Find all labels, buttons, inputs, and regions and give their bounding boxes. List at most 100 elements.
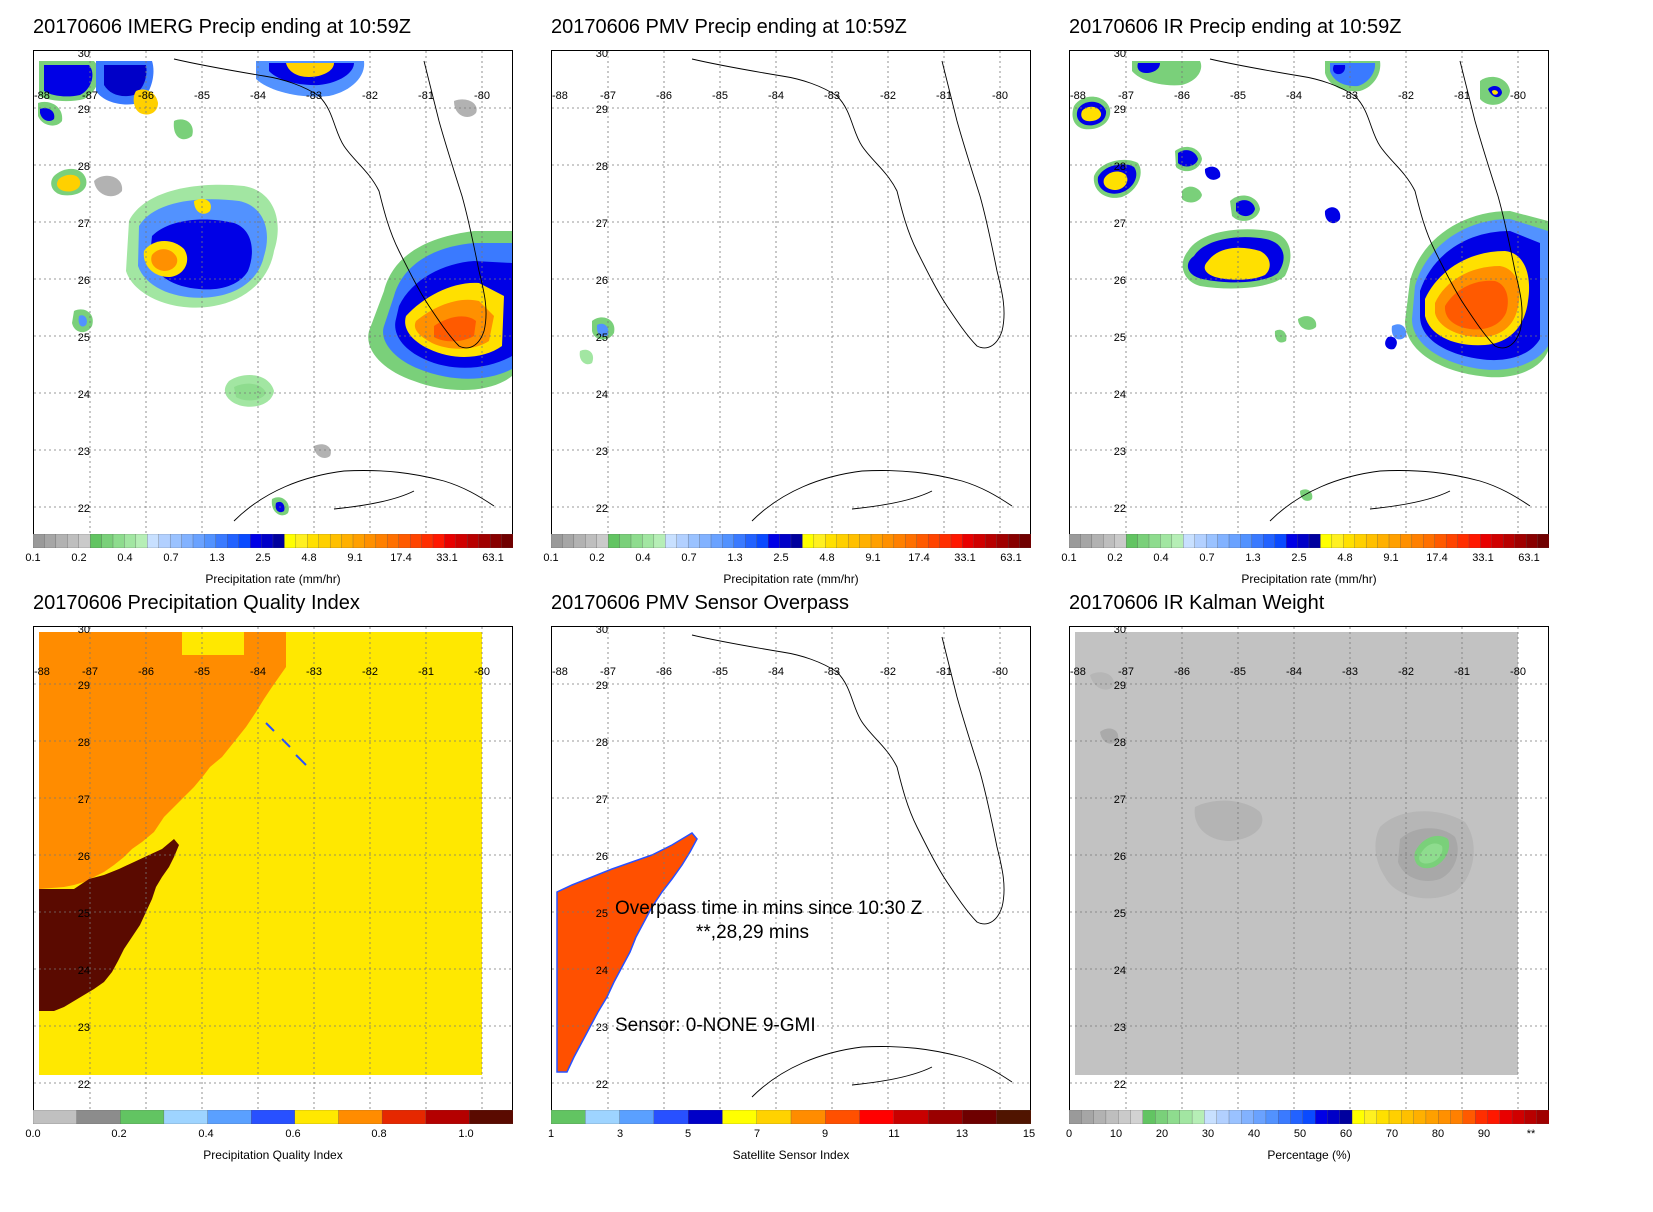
colorbar-swatch [1388,534,1402,548]
svg-text:26: 26 [1114,275,1126,287]
svg-text:-83: -83 [306,90,322,102]
colorbar-pmv [551,534,1031,548]
colorbar-swatch [1155,1110,1169,1124]
colorbar-label: Precipitation rate (mm/hr) [723,572,859,586]
map-kalman-weight: -88 -87 -86 -85 -84 -83 -82 -81 -80 30 2… [1069,626,1549,1116]
svg-text:-85: -85 [194,90,210,102]
colorbar-swatch [44,534,57,548]
colorbar-swatch [1105,1110,1119,1124]
svg-text:-83: -83 [824,666,840,678]
colorbar-swatch [653,534,666,548]
svg-text:-85: -85 [712,90,728,102]
tick: 17.4 [908,552,930,564]
colorbar-swatch [215,534,228,548]
colorbar-swatch [272,534,286,548]
svg-text:27: 27 [596,794,608,806]
svg-text:23: 23 [1114,1022,1126,1034]
svg-text:-85: -85 [1230,666,1246,678]
colorbar-swatches [1069,534,1549,548]
colorbar-swatch [207,1110,252,1124]
svg-text:24: 24 [78,389,90,401]
svg-text:-84: -84 [768,666,784,678]
colorbar-swatch [169,534,183,548]
colorbar-swatch [1364,1110,1378,1124]
tick: 0.4 [198,1128,214,1140]
colorbar-swatch [1142,1110,1156,1124]
colorbar-kalman [1069,1110,1549,1124]
svg-text:27: 27 [1114,794,1126,806]
tick: 4.8 [819,552,835,564]
colorbar-label: Precipitation rate (mm/hr) [1241,572,1377,586]
colorbar-swatch [996,534,1009,548]
svg-text:-88: -88 [552,666,568,678]
tick: 90 [1477,1128,1491,1140]
colorbar-swatch [1137,534,1150,548]
colorbar-swatch [352,534,366,548]
svg-text:24: 24 [1114,965,1126,977]
colorbar-swatch [1376,1110,1390,1124]
colorbar-swatch [859,1110,895,1124]
svg-text:-81: -81 [418,90,434,102]
tick: 20 [1155,1128,1169,1140]
sensor-legend-annotation: Sensor: 0-NONE 9-GMI [615,1015,816,1036]
colorbar-swatch [1204,1110,1218,1124]
tick: ** [1526,1128,1536,1140]
colorbar-swatch [1320,534,1333,548]
svg-text:-80: -80 [1510,666,1526,678]
colorbar-swatch [607,534,621,548]
colorbar-swatch [1297,534,1310,548]
tick: 2.5 [773,552,789,564]
colorbar-swatch [596,534,609,548]
tick: 0.2 [589,552,605,564]
colorbar-swatch [251,1110,296,1124]
svg-text:-82: -82 [1398,666,1414,678]
colorbar-swatch [1240,534,1253,548]
colorbar-ir [1069,534,1549,548]
tick: 1.0 [458,1128,474,1140]
svg-text:24: 24 [1114,389,1126,401]
colorbar-swatch [905,534,918,548]
svg-text:29: 29 [1114,104,1126,116]
colorbar-swatch [478,534,491,548]
colorbar-swatch [381,1110,427,1124]
svg-text:22: 22 [78,503,90,515]
colorbar-swatch [1524,1110,1538,1124]
tick: 40 [1247,1128,1261,1140]
map-ir: -88 -87 -86 -85 -84 -83 -82 -81 -80 30 2… [1069,50,1549,540]
colorbar-swatch [409,534,423,548]
colorbar-swatch [33,534,46,548]
colorbar-swatch [1069,534,1082,548]
svg-text:29: 29 [78,680,90,692]
tick: 63.1 [1000,552,1022,564]
svg-text:24: 24 [596,965,608,977]
colorbar-swatch [238,534,251,548]
svg-text:-81: -81 [418,666,434,678]
svg-text:28: 28 [78,161,90,173]
map-overlay: -88 -87 -86 -85 -84 -83 -82 -81 -80 30 2… [1070,627,1548,1115]
colorbar-swatch [1148,534,1162,548]
colorbar-swatch [1217,534,1230,548]
colorbar-swatch [469,1110,513,1124]
colorbar-label: Percentage (%) [1267,1148,1351,1162]
tick: 70 [1385,1128,1399,1140]
tick: 1 [547,1128,555,1140]
svg-text:29: 29 [78,104,90,116]
colorbar-swatch [147,534,160,548]
colorbar-swatch [573,534,586,548]
svg-text:-82: -82 [1398,90,1414,102]
colorbar-quality [33,1110,513,1124]
colorbar-swatch [950,534,964,548]
tick: 4.8 [301,552,317,564]
colorbar-ticks: 0 10 20 30 40 50 60 70 80 90 ** [1065,1128,1555,1142]
colorbar-swatch [962,1110,998,1124]
colorbar-swatch [665,534,678,548]
map-overlay: -88 -87 -86 -85 -84 -83 -82 -81 -80 30 2… [1070,51,1548,539]
svg-text:-84: -84 [250,90,266,102]
svg-text:-83: -83 [1342,90,1358,102]
svg-text:-86: -86 [1174,90,1190,102]
colorbar-swatch [1343,534,1356,548]
colorbar-swatch [1125,534,1139,548]
colorbar-swatch [101,534,114,548]
colorbar-swatch [1377,534,1390,548]
colorbar-swatch [1438,1110,1452,1124]
